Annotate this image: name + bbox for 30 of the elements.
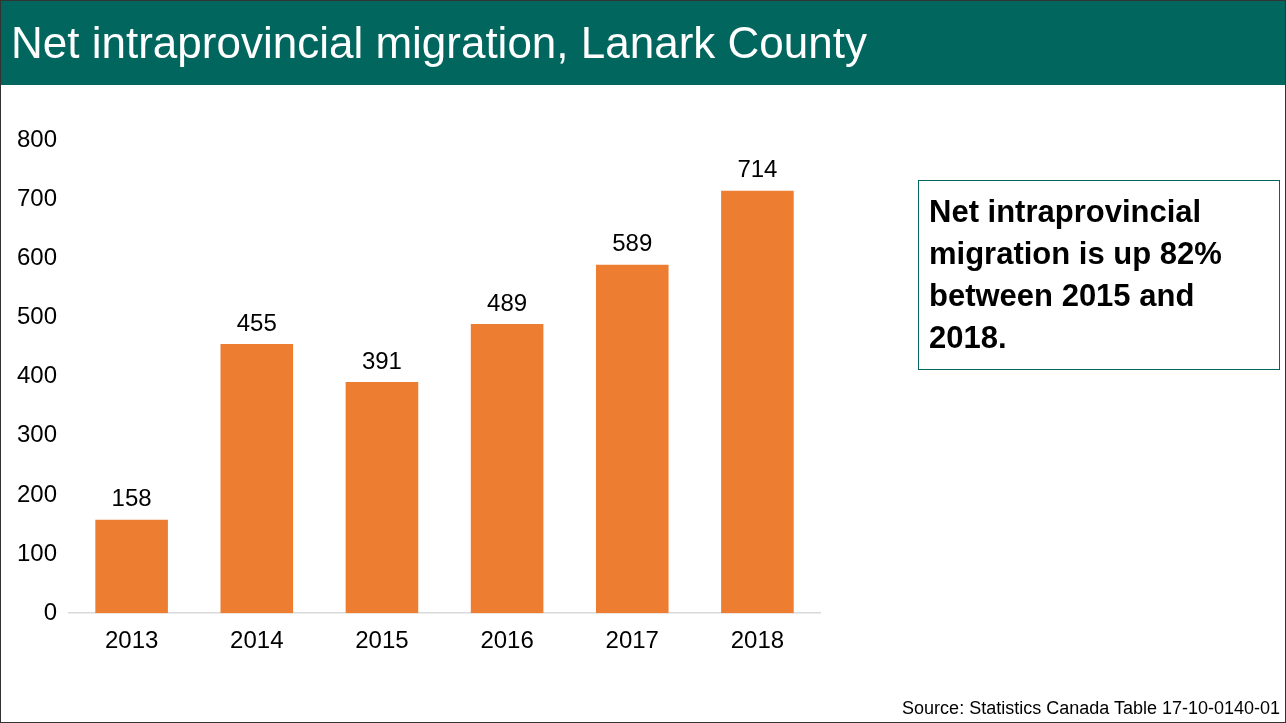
y-tick-label: 800 — [17, 124, 58, 152]
y-tick-label: 400 — [17, 361, 58, 389]
x-tick-label: 2017 — [605, 626, 659, 654]
bar — [95, 519, 168, 614]
bar — [220, 344, 294, 614]
y-tick-label: 700 — [17, 183, 58, 211]
data-label: 714 — [737, 155, 778, 183]
data-label: 589 — [612, 229, 653, 257]
bar — [721, 190, 794, 614]
y-tick-label: 100 — [17, 538, 58, 566]
x-tick-label: 2018 — [730, 626, 785, 654]
data-label: 158 — [111, 484, 152, 512]
y-tick-label: 0 — [43, 597, 58, 625]
source-note: Source: Statistics Canada Table 17-10-0140-01 — [902, 698, 1280, 719]
y-tick-label: 200 — [17, 479, 58, 507]
x-tick-label: 2013 — [104, 626, 159, 654]
bar — [470, 323, 544, 614]
bar — [595, 264, 669, 614]
x-tick-label: 2016 — [480, 626, 534, 654]
text: Net intraprovincial migration is up 82% between 2015 and 2018. — [918, 180, 1280, 370]
y-tick-label: 300 — [17, 420, 58, 448]
data-label: 489 — [487, 288, 528, 316]
x-tick-label: 2015 — [355, 626, 409, 654]
data-label: 391 — [361, 346, 402, 374]
x-tick-label: 2014 — [230, 626, 284, 654]
y-tick-label: 500 — [17, 302, 58, 330]
data-label: 455 — [236, 308, 277, 336]
y-tick-label: 600 — [17, 242, 58, 270]
chart-title: Net intraprovincial migration, Lanark County — [1, 1, 1285, 85]
bar — [345, 381, 419, 614]
